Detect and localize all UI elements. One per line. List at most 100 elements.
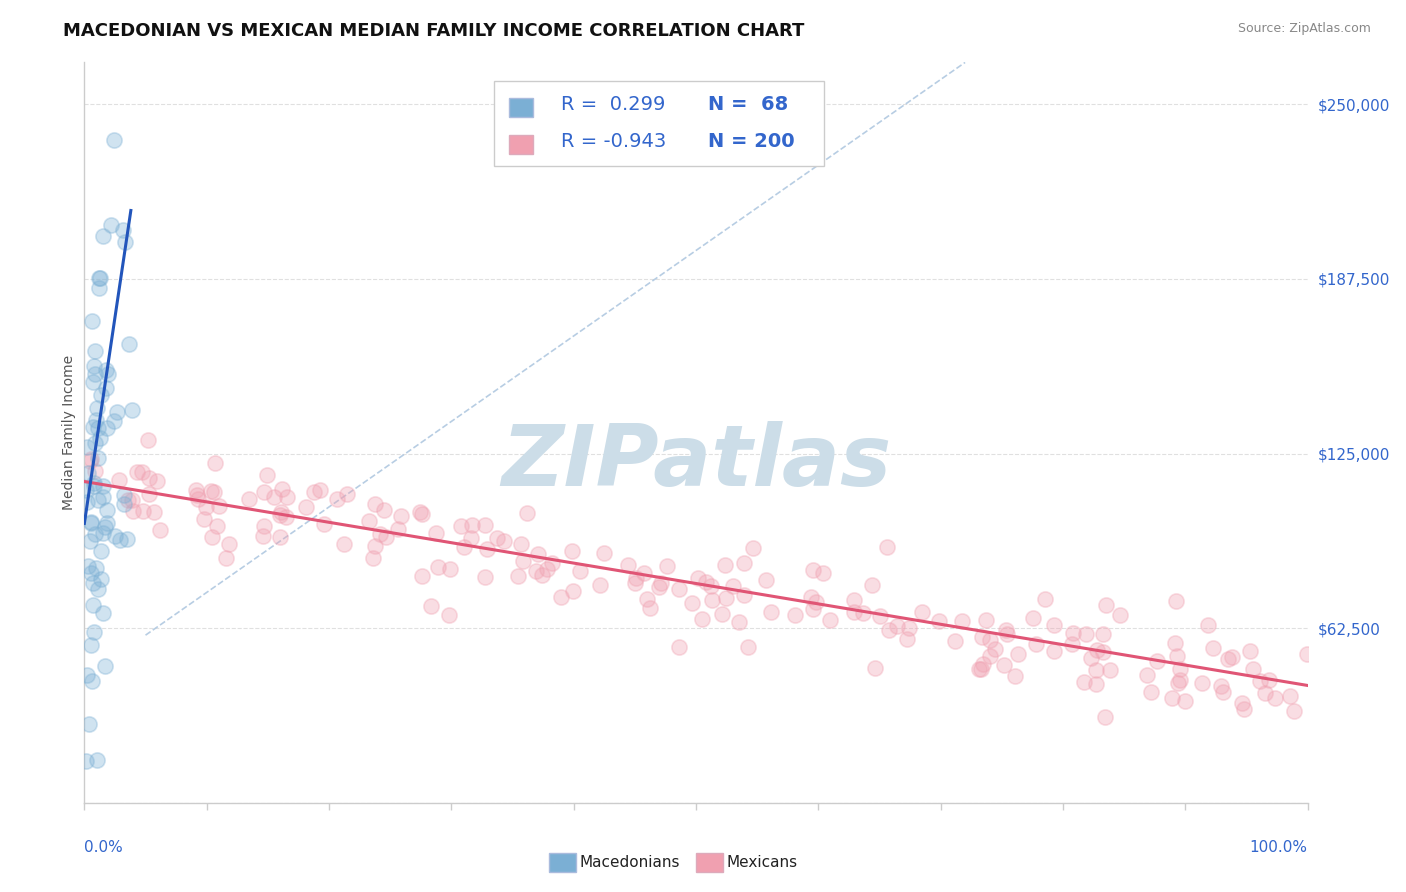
Point: [117, 493, 139, 508]
Point: [727, 615, 749, 630]
Point: [561, 544, 583, 558]
Point: [357, 514, 380, 528]
Point: [83, 359, 105, 374]
Point: [114, 235, 136, 249]
Point: [1160, 690, 1182, 705]
Point: [364, 539, 387, 553]
Point: [818, 613, 841, 627]
Point: [138, 486, 160, 500]
Point: [700, 579, 723, 593]
Point: [512, 554, 534, 568]
Point: [75, 754, 97, 768]
Point: [194, 500, 217, 514]
Point: [80, 639, 103, 653]
Point: [972, 630, 994, 644]
Point: [761, 605, 783, 619]
Point: [89, 431, 111, 445]
Point: [755, 574, 778, 588]
Point: [995, 623, 1018, 637]
Point: [1191, 676, 1213, 690]
Point: [702, 593, 724, 607]
Point: [79, 534, 101, 549]
Point: [1295, 647, 1317, 661]
Point: [80, 452, 103, 467]
Text: MACEDONIAN VS MEXICAN MEDIAN FAMILY INCOME CORRELATION CHART: MACEDONIAN VS MEXICAN MEDIAN FAMILY INCO…: [63, 22, 804, 40]
Point: [1239, 643, 1261, 657]
Point: [1043, 644, 1066, 658]
Point: [1218, 651, 1240, 665]
Point: [76, 440, 98, 454]
Point: [588, 578, 610, 592]
Point: [80, 516, 103, 530]
Point: [1099, 663, 1122, 677]
Point: [804, 594, 827, 608]
Point: [132, 504, 155, 518]
Point: [1168, 673, 1191, 688]
Point: [1109, 607, 1132, 622]
Point: [263, 490, 285, 504]
Point: [1004, 669, 1026, 683]
Point: [650, 576, 672, 591]
Point: [83, 624, 105, 639]
Text: Mexicans: Mexicans: [727, 855, 797, 870]
Point: [104, 529, 127, 543]
Point: [1253, 686, 1275, 700]
Point: [332, 537, 354, 551]
Point: [1136, 667, 1159, 681]
Point: [121, 492, 143, 507]
Point: [276, 490, 298, 504]
Point: [97, 367, 120, 381]
Point: [943, 634, 966, 648]
Point: [657, 559, 679, 574]
Point: [84, 464, 107, 478]
Point: [86, 582, 108, 596]
Point: [1043, 617, 1066, 632]
Point: [1202, 640, 1225, 655]
Point: [1168, 662, 1191, 676]
Point: [721, 579, 744, 593]
Point: [93, 658, 115, 673]
Point: [876, 541, 898, 555]
Point: [969, 662, 991, 676]
Point: [425, 525, 447, 540]
Point: [896, 632, 918, 647]
Point: [485, 531, 508, 545]
Point: [1062, 637, 1084, 651]
Point: [1212, 685, 1234, 699]
Point: [911, 605, 934, 619]
Point: [91, 490, 114, 504]
Point: [624, 571, 647, 585]
Point: [89, 543, 111, 558]
Point: [411, 507, 433, 521]
Point: [269, 530, 291, 544]
Point: [461, 518, 484, 533]
Point: [460, 531, 482, 545]
Point: [1033, 592, 1056, 607]
Point: [373, 502, 395, 516]
Point: [411, 568, 433, 582]
Point: [84, 435, 107, 450]
Point: [100, 218, 122, 232]
Point: [112, 488, 135, 502]
Point: [1007, 647, 1029, 661]
Point: [1092, 645, 1115, 659]
Point: [253, 485, 276, 500]
Point: [592, 546, 614, 560]
Point: [1174, 694, 1197, 708]
Point: [253, 519, 276, 533]
Point: [427, 560, 450, 574]
Point: [200, 484, 222, 499]
Point: [90, 572, 112, 586]
Point: [295, 500, 318, 515]
Point: [361, 550, 384, 565]
Text: Source: ZipAtlas.com: Source: ZipAtlas.com: [1237, 22, 1371, 36]
Point: [1166, 649, 1188, 664]
Point: [80, 314, 103, 328]
Point: [112, 497, 135, 511]
Point: [87, 280, 110, 294]
Point: [86, 401, 108, 415]
Point: [562, 584, 585, 599]
Point: [475, 541, 498, 556]
Point: [82, 599, 104, 613]
Point: [205, 519, 228, 533]
